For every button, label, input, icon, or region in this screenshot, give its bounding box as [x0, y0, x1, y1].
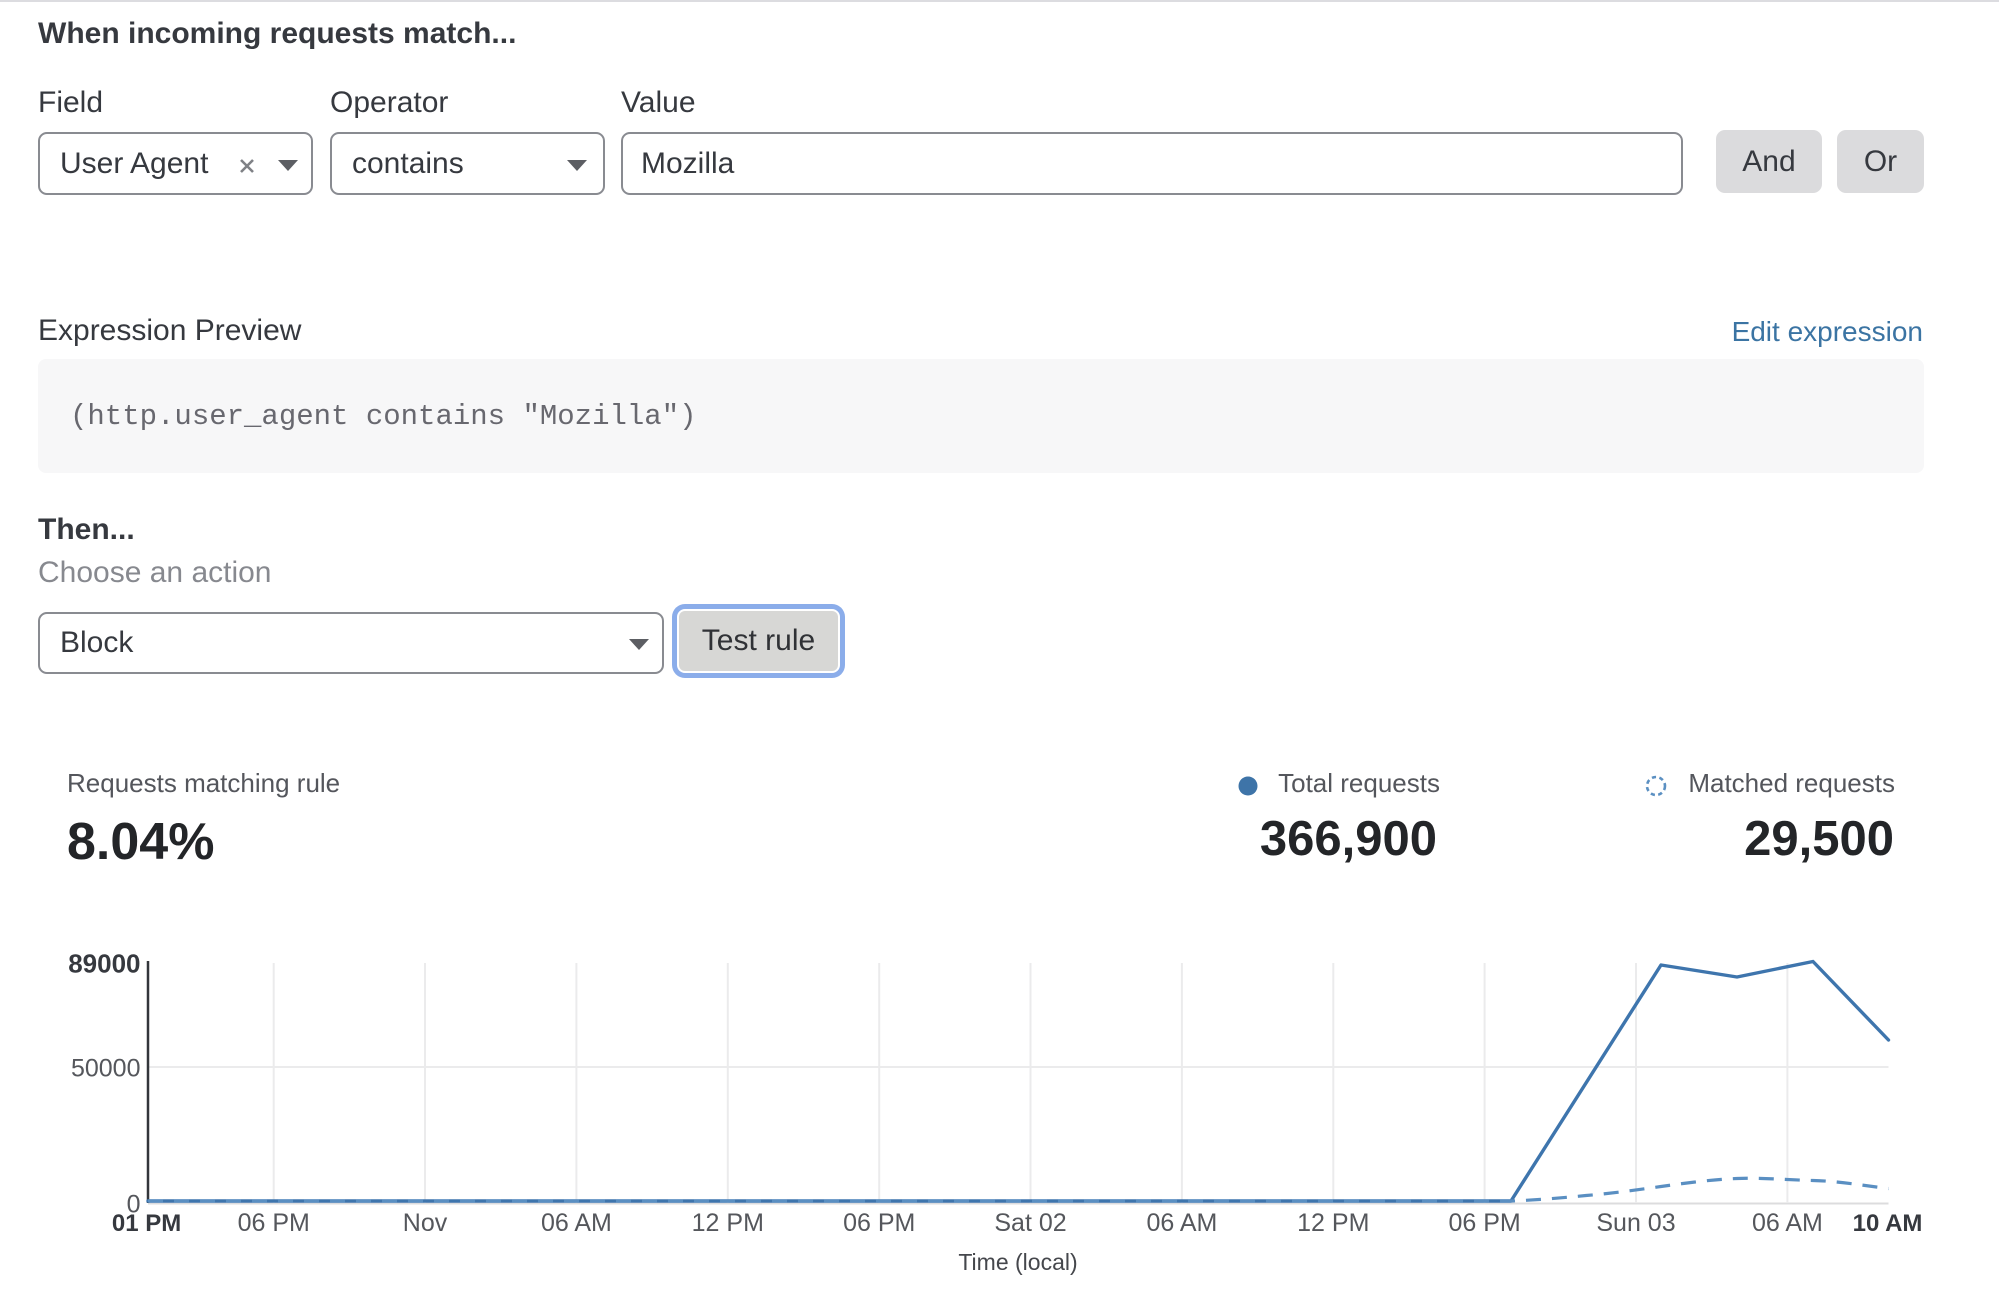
svg-text:01 PM: 01 PM [112, 1210, 181, 1237]
svg-text:Sat 02: Sat 02 [994, 1209, 1066, 1237]
svg-text:Sun 03: Sun 03 [1596, 1209, 1675, 1237]
svg-text:10 AM: 10 AM [1853, 1210, 1923, 1237]
svg-text:06 AM: 06 AM [1146, 1209, 1217, 1237]
svg-text:06 PM: 06 PM [843, 1209, 915, 1237]
svg-text:12 PM: 12 PM [692, 1209, 764, 1237]
svg-text:89000: 89000 [68, 949, 140, 979]
svg-text:06 PM: 06 PM [1448, 1209, 1520, 1237]
svg-text:Nov: Nov [403, 1209, 448, 1237]
svg-text:06 AM: 06 AM [1752, 1209, 1823, 1237]
svg-text:12 PM: 12 PM [1297, 1209, 1369, 1237]
svg-text:50000: 50000 [71, 1055, 141, 1083]
svg-text:Time (local): Time (local) [958, 1249, 1077, 1275]
svg-text:06 PM: 06 PM [238, 1209, 310, 1237]
svg-text:06 AM: 06 AM [541, 1209, 612, 1237]
svg-text:0: 0 [127, 1191, 141, 1219]
